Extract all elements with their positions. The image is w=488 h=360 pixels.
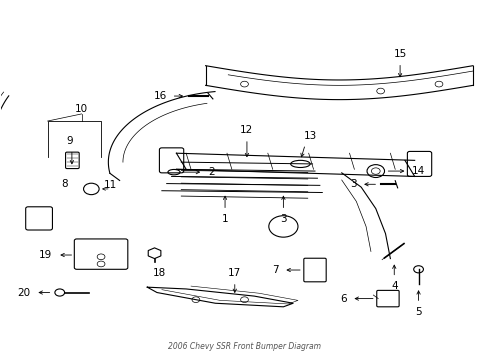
Text: 9: 9 bbox=[66, 136, 73, 146]
Text: 3: 3 bbox=[280, 214, 286, 224]
Text: 1: 1 bbox=[221, 214, 228, 224]
Text: 3: 3 bbox=[349, 179, 356, 189]
Text: 13: 13 bbox=[303, 131, 316, 141]
Text: 2: 2 bbox=[207, 167, 214, 177]
Text: 6: 6 bbox=[339, 294, 346, 303]
Text: 19: 19 bbox=[39, 250, 52, 260]
Text: 2006 Chevy SSR Front Bumper Diagram: 2006 Chevy SSR Front Bumper Diagram bbox=[168, 342, 320, 351]
Text: 17: 17 bbox=[228, 268, 241, 278]
Text: 18: 18 bbox=[152, 267, 166, 278]
Text: 10: 10 bbox=[75, 104, 88, 114]
Text: 8: 8 bbox=[61, 179, 68, 189]
Text: 4: 4 bbox=[390, 281, 397, 291]
Text: 14: 14 bbox=[411, 166, 425, 176]
Text: 15: 15 bbox=[393, 49, 406, 59]
Text: 11: 11 bbox=[103, 180, 117, 190]
Text: 12: 12 bbox=[240, 125, 253, 135]
Text: 5: 5 bbox=[414, 307, 421, 317]
Text: 20: 20 bbox=[18, 288, 30, 297]
Text: 16: 16 bbox=[153, 91, 166, 101]
Text: 7: 7 bbox=[271, 265, 278, 275]
